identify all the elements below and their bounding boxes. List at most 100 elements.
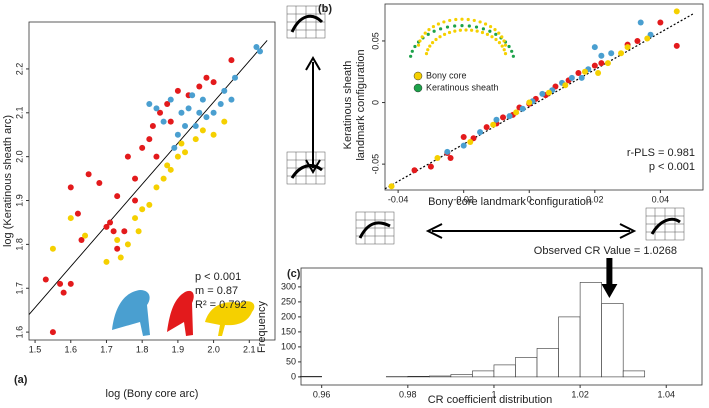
point xyxy=(493,116,500,123)
inset-dot xyxy=(488,24,493,29)
point xyxy=(153,105,160,112)
point xyxy=(139,144,146,151)
plot-frame xyxy=(300,267,703,386)
inset-dot xyxy=(502,48,506,52)
point xyxy=(203,114,210,121)
point xyxy=(506,113,513,120)
annotation: p < 0.001 xyxy=(195,271,241,283)
point xyxy=(117,254,124,261)
inset-dot xyxy=(507,44,511,49)
point xyxy=(210,131,217,138)
point xyxy=(167,96,174,103)
point xyxy=(595,69,602,76)
point xyxy=(121,228,128,235)
point xyxy=(192,122,199,129)
point xyxy=(114,193,121,200)
point xyxy=(60,289,67,296)
point xyxy=(110,228,117,235)
point xyxy=(157,109,164,116)
inset-dot xyxy=(500,35,504,39)
inset-dot xyxy=(502,39,506,43)
inset-dot xyxy=(439,27,443,31)
point xyxy=(160,175,167,182)
point xyxy=(164,162,171,169)
point xyxy=(114,236,121,243)
inset-dot xyxy=(485,32,490,36)
point xyxy=(644,35,651,42)
bird-blue xyxy=(112,290,150,336)
point xyxy=(153,153,160,160)
y-tick-label: 0.05 xyxy=(370,32,380,50)
point xyxy=(78,236,85,243)
point xyxy=(178,109,185,116)
x-tick-label: 1.8 xyxy=(136,344,149,354)
point xyxy=(174,153,181,160)
legend-label: Bony core xyxy=(426,70,467,80)
point xyxy=(578,74,585,81)
observed-arrow xyxy=(601,258,618,298)
legend-swatch xyxy=(413,71,423,81)
x-tick-label: 1.6 xyxy=(65,344,78,354)
annotation: p < 0.001 xyxy=(649,161,695,173)
inset-dot xyxy=(497,31,501,35)
arrows xyxy=(305,56,637,239)
inset-dot xyxy=(426,48,430,52)
x-tick-label: 1 xyxy=(491,389,496,399)
point xyxy=(460,142,467,149)
point xyxy=(257,48,264,55)
inset-dot xyxy=(478,20,482,24)
y-tick-label: 0 xyxy=(291,371,296,381)
point xyxy=(174,131,181,138)
point xyxy=(477,129,484,136)
point xyxy=(135,228,142,235)
inset-dot xyxy=(418,39,422,43)
plot-frame xyxy=(384,3,704,191)
inset-dot xyxy=(434,37,438,42)
x-tick-label: 0.02 xyxy=(586,194,604,204)
inset-dot xyxy=(500,44,504,48)
inset-dot xyxy=(427,28,431,32)
x-tick-label: 2.0 xyxy=(207,344,220,354)
annotation: r-PLS = 0.981 xyxy=(627,147,695,159)
point xyxy=(160,118,167,125)
x-tick-label: 1.9 xyxy=(172,344,185,354)
point xyxy=(167,166,174,173)
point xyxy=(82,232,89,239)
point xyxy=(673,42,680,49)
inset-dot xyxy=(493,28,497,32)
x-tick-label: 0.04 xyxy=(652,194,670,204)
point xyxy=(545,89,552,96)
inset-dot xyxy=(494,32,498,36)
point xyxy=(591,44,598,51)
inset-dot xyxy=(488,29,492,33)
bar xyxy=(558,316,581,378)
point xyxy=(519,105,526,112)
point xyxy=(411,167,418,174)
point xyxy=(210,79,217,86)
point xyxy=(483,124,490,131)
point xyxy=(149,122,156,129)
x-tick-label: 1.5 xyxy=(29,344,42,354)
inset-dot xyxy=(490,35,494,39)
y-tick-label: 2.2 xyxy=(14,63,24,76)
point xyxy=(114,245,121,252)
inset-dot xyxy=(454,17,458,22)
point xyxy=(657,19,664,26)
point xyxy=(210,109,217,116)
point xyxy=(146,101,153,108)
point xyxy=(124,153,131,160)
legend-swatch xyxy=(413,83,423,93)
point xyxy=(146,136,153,143)
inset-dot xyxy=(497,41,502,45)
inset-dot xyxy=(438,35,442,39)
point xyxy=(49,245,56,252)
point xyxy=(618,50,625,57)
inset-dot xyxy=(460,24,464,28)
inset-dot xyxy=(436,22,441,26)
y-tick-label: 250 xyxy=(281,296,296,306)
bar xyxy=(407,375,430,378)
point xyxy=(139,206,146,213)
point xyxy=(85,171,92,178)
y-tick-label: 150 xyxy=(281,326,296,336)
x-tick-label: 1.02 xyxy=(571,389,589,399)
